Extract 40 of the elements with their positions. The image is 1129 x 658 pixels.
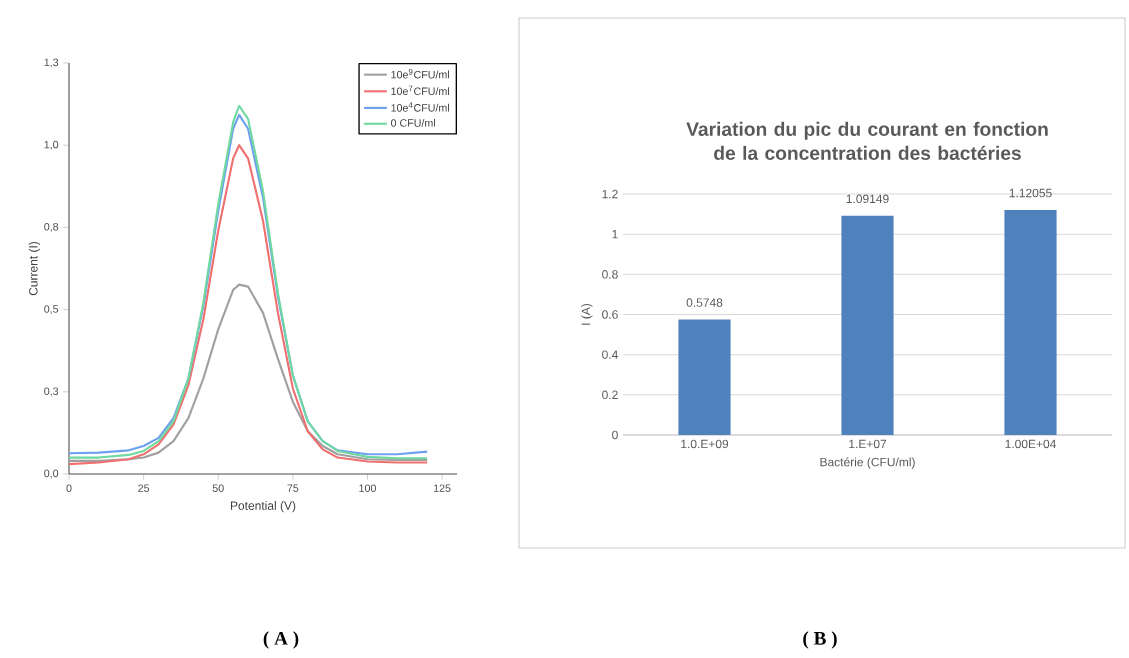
y-tick-label: 0 (612, 430, 618, 440)
bar (841, 215, 894, 435)
y-axis-title: I (A) (581, 303, 593, 325)
legend-label: 10e$^{4}$CFU/ml (391, 102, 449, 112)
data-label: 1.09149 (846, 194, 889, 204)
y-tick-label: 0.6 (602, 310, 618, 319)
chart-title: Variation du pic du courant en fonction de la concentration des bactéries (686, 121, 1048, 160)
y-tick-label: 1,3 (44, 58, 59, 68)
x-axis-title: Bactérie (CFU/ml) (820, 457, 915, 469)
y-tick-label: 0,3 (44, 387, 59, 397)
y-tick-label: 0,0 (44, 469, 59, 479)
y-tick-label: 1,0 (44, 140, 59, 150)
y-tick-label: 0.8 (602, 270, 618, 279)
x-axis-title: Potential (V) (230, 501, 296, 513)
y-tick-label: 1 (612, 230, 618, 239)
legend-label: 10e$^{7}$CFU/ml (391, 85, 449, 96)
x-tick-label: 50 (212, 484, 224, 492)
x-tick-label: 1.00E+04 (1005, 439, 1056, 449)
y-tick-label: 0,8 (44, 223, 59, 232)
y-tick-label: 0.4 (602, 350, 618, 359)
y-tick-label: 0,5 (44, 305, 59, 314)
y-axis-title: Current (I) (28, 241, 40, 296)
line-series (69, 283, 429, 462)
bar (678, 319, 731, 435)
x-tick-label: 100 (359, 484, 376, 492)
bar (1004, 209, 1057, 435)
legend-label: 10e$^{9}$CFU/ml (391, 69, 449, 79)
y-tick-label: 1.2 (602, 189, 618, 199)
text: ( B ) (803, 631, 837, 649)
x-tick-label: 1.0.E+09 (681, 439, 729, 449)
x-tick-label: 0 (66, 484, 72, 492)
data-label: 0.5748 (686, 298, 723, 307)
text: ( A ) (263, 631, 299, 649)
y-tick-label: 0.2 (602, 390, 618, 400)
legend-label: 0 CFU/ml (391, 118, 435, 127)
data-label: 1.12055 (1009, 188, 1052, 198)
x-tick-label: 25 (138, 484, 150, 492)
x-tick-label: 75 (287, 484, 299, 492)
x-tick-label: 1.E+07 (849, 439, 887, 449)
x-tick-label: 125 (434, 484, 451, 492)
